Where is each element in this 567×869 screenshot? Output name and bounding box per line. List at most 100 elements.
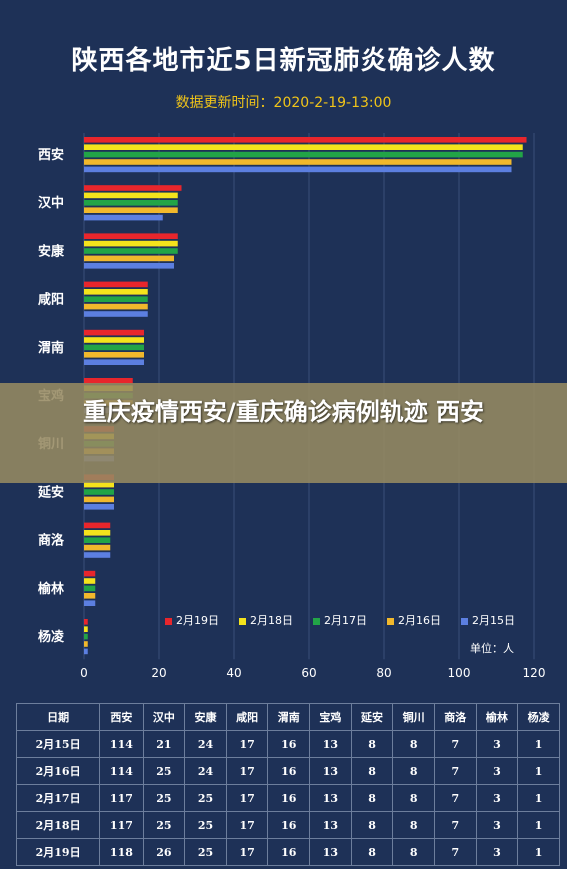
table-cell: 8 <box>350 838 394 866</box>
table-row: 2月18日 117 25 25 17 16 13 8 8 7 3 1 <box>15 811 560 839</box>
table-cell: 16 <box>267 811 311 839</box>
bar <box>84 641 88 647</box>
bar <box>84 281 148 288</box>
bar <box>84 633 88 640</box>
table-cell: 7 <box>433 838 477 866</box>
table-cell: 7 <box>433 757 477 785</box>
category-label: 榆林 <box>38 581 64 597</box>
table-row: 2月16日 114 25 24 17 16 13 8 8 7 3 1 <box>15 757 560 785</box>
table-cell: 3 <box>475 811 519 839</box>
table-cell: 117 <box>99 811 144 839</box>
table-cell: 8 <box>350 811 394 839</box>
table-cell: 114 <box>99 757 144 785</box>
bar <box>84 200 178 206</box>
legend-swatch <box>313 617 320 625</box>
category-label: 延安 <box>37 484 64 500</box>
legend-label: 2月18日 <box>250 614 293 627</box>
table-cell: 24 <box>184 730 227 758</box>
data-table: 日期 西安 汉中 安康 咸阳 渭南 宝鸡 延安 铜川 商洛 榆林 杨凌 2月15日 114 21 24 17 1… <box>15 703 560 866</box>
table-row: 2月19日 118 26 25 17 16 13 8 8 7 3 1 <box>15 838 560 866</box>
legend-label: 2月17日 <box>324 614 367 627</box>
bar <box>84 619 88 625</box>
x-tick-label: 40 <box>226 666 241 680</box>
bar <box>84 303 148 310</box>
table-cell: 8 <box>392 730 435 758</box>
table-header-cell: 杨凌 <box>517 703 560 731</box>
table-cell: 8 <box>350 784 394 812</box>
x-tick-label: 120 <box>523 666 546 680</box>
table-cell: 13 <box>309 730 352 758</box>
table-cell: 1 <box>517 757 560 785</box>
table-cell: 13 <box>309 784 352 812</box>
bar <box>84 552 111 558</box>
legend-swatch <box>239 617 246 625</box>
table-cell: 8 <box>350 757 394 785</box>
bar <box>84 578 96 584</box>
table-cell: 13 <box>309 838 352 866</box>
table-cell: 1 <box>517 784 560 812</box>
bar <box>84 537 111 543</box>
bar <box>84 248 178 254</box>
table-cell: 16 <box>267 730 311 758</box>
legend-swatch <box>165 617 172 625</box>
bar <box>84 233 178 239</box>
update-time: 数据更新时间：2020-2-19-13:00 <box>175 95 392 111</box>
table-header-row: 日期 西安 汉中 安康 咸阳 渭南 宝鸡 延安 铜川 商洛 榆林 杨凌 <box>15 703 560 731</box>
bar <box>84 137 527 143</box>
bar <box>84 337 144 343</box>
table-cell: 2月15日 <box>15 730 101 758</box>
table-cell: 114 <box>99 730 144 758</box>
overlay-text: 重庆疫情西安/重庆确诊病例轨迹 西安 <box>82 398 485 426</box>
table-header-cell: 榆林 <box>475 703 519 731</box>
legend-item: 2月18日 <box>239 612 293 628</box>
table-cell: 21 <box>142 730 186 758</box>
x-tick-label: 20 <box>151 666 166 680</box>
bar <box>84 263 174 269</box>
bar <box>84 544 111 551</box>
table-cell: 25 <box>142 811 186 839</box>
table-cell: 1 <box>517 811 560 839</box>
table-cell: 8 <box>350 730 394 758</box>
table-header-cell: 西安 <box>99 703 144 731</box>
table-cell: 8 <box>392 784 435 812</box>
legend-item: 2月15日 <box>461 612 515 628</box>
bar <box>84 207 178 213</box>
table-cell: 24 <box>184 757 227 785</box>
table-cell: 118 <box>99 838 144 866</box>
table-header-cell: 宝鸡 <box>309 703 352 731</box>
bar <box>84 481 114 488</box>
table-row: 2月15日 114 21 24 17 16 13 8 8 7 3 1 <box>15 730 560 758</box>
x-tick-label: 80 <box>376 666 391 680</box>
table-header-cell: 汉中 <box>142 703 186 731</box>
bar <box>84 144 523 150</box>
bar <box>84 570 96 577</box>
category-label: 汉中 <box>38 195 64 211</box>
table-cell: 8 <box>392 757 435 785</box>
table-row: 2月17日 117 25 25 17 16 13 8 8 7 3 1 <box>15 784 560 812</box>
table-cell: 17 <box>225 757 269 785</box>
table-cell: 17 <box>225 811 269 839</box>
bar <box>84 296 148 302</box>
table-cell: 16 <box>267 838 311 866</box>
x-tick-label: 60 <box>301 666 316 680</box>
table-cell: 117 <box>99 784 144 812</box>
table-cell: 2月17日 <box>15 784 101 812</box>
bar <box>84 496 114 503</box>
table-header-cell: 咸阳 <box>225 703 269 731</box>
table-cell: 3 <box>475 757 519 785</box>
table-header-cell: 延安 <box>350 703 394 731</box>
bar <box>84 600 96 606</box>
bar <box>84 240 178 247</box>
table-header-cell: 铜川 <box>392 703 435 731</box>
x-tick-label: 0 <box>80 666 88 680</box>
bar <box>84 585 96 592</box>
legend-swatch <box>461 617 468 625</box>
table-cell: 3 <box>475 838 519 866</box>
table-cell: 25 <box>142 784 186 812</box>
bar <box>84 648 88 655</box>
category-label: 西安 <box>38 147 64 163</box>
table-cell: 8 <box>392 838 435 866</box>
category-label: 杨凌 <box>38 629 65 645</box>
bar <box>84 151 523 158</box>
table-cell: 3 <box>475 784 519 812</box>
